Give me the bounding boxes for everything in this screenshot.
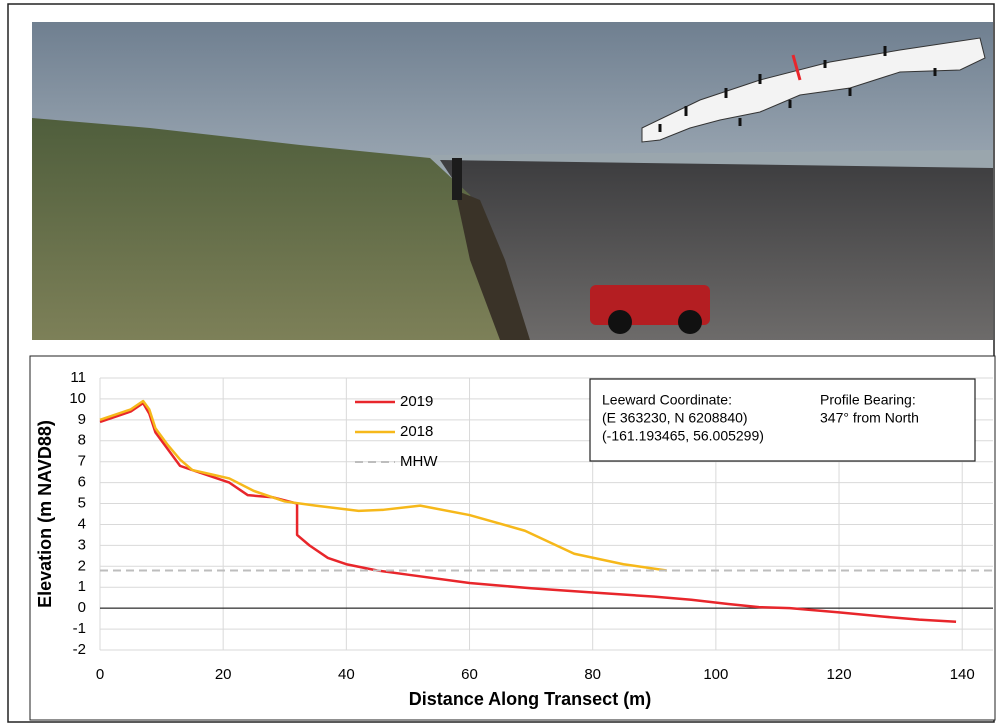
legend-label: 2018	[400, 423, 433, 440]
beach	[440, 160, 993, 340]
legend-label: 2019	[400, 393, 433, 410]
transect-marker	[791, 54, 802, 81]
y-axis-title: Elevation (m NAVD88)	[35, 420, 55, 608]
y-tick-label: 8	[78, 432, 86, 449]
annotation-box	[589, 378, 976, 462]
y-tick-label: 9	[78, 411, 86, 428]
annotation: 347° from North	[820, 410, 919, 426]
plot: -2 -1 0 1 2 3 4 5 6 7 8 9 10 11 0 20 40 60 80 100 120 140 2019…	[69, 369, 993, 683]
map-ticks	[658, 46, 937, 132]
surveyor	[452, 158, 462, 200]
y-tick-label: 7	[78, 453, 86, 470]
annotation: (-161.193465, 56.005299)	[602, 428, 764, 444]
y-tick-label: 2	[78, 557, 86, 574]
annotation: Profile Bearing:	[820, 392, 916, 408]
annotation: Leeward Coordinate:	[602, 392, 732, 408]
scarp	[455, 190, 530, 340]
x-tick-label: 80	[584, 666, 601, 683]
dune	[32, 118, 530, 340]
y-tick-label: 11	[70, 369, 86, 386]
series-line	[99, 401, 957, 624]
x-tick-label: 100	[703, 666, 728, 683]
annotation: (E 363230, N 6208840)	[602, 410, 748, 426]
x-tick-label: 0	[96, 666, 104, 683]
y-tick-label: 4	[78, 515, 86, 532]
y-tick-label: 0	[78, 599, 86, 616]
x-tick-label: 60	[461, 666, 478, 683]
y-tick-label: 5	[78, 495, 86, 512]
y-tick-label: -1	[73, 620, 86, 637]
x-axis-title: Distance Along Transect (m)	[409, 689, 651, 709]
x-tick-label: 140	[950, 666, 975, 683]
photo	[32, 22, 993, 340]
x-tick-label: 120	[827, 666, 852, 683]
site-map	[641, 37, 986, 143]
y-tick-label: 1	[78, 578, 86, 595]
legend-label: MHW	[400, 453, 438, 470]
y-tick-label: -2	[73, 641, 86, 658]
y-tick-label: 6	[78, 474, 86, 491]
x-tick-label: 20	[215, 666, 232, 683]
series-line	[99, 399, 667, 572]
x-tick-label: 40	[338, 666, 355, 683]
y-tick-label: 10	[69, 390, 86, 407]
y-tick-label: 3	[78, 536, 86, 553]
